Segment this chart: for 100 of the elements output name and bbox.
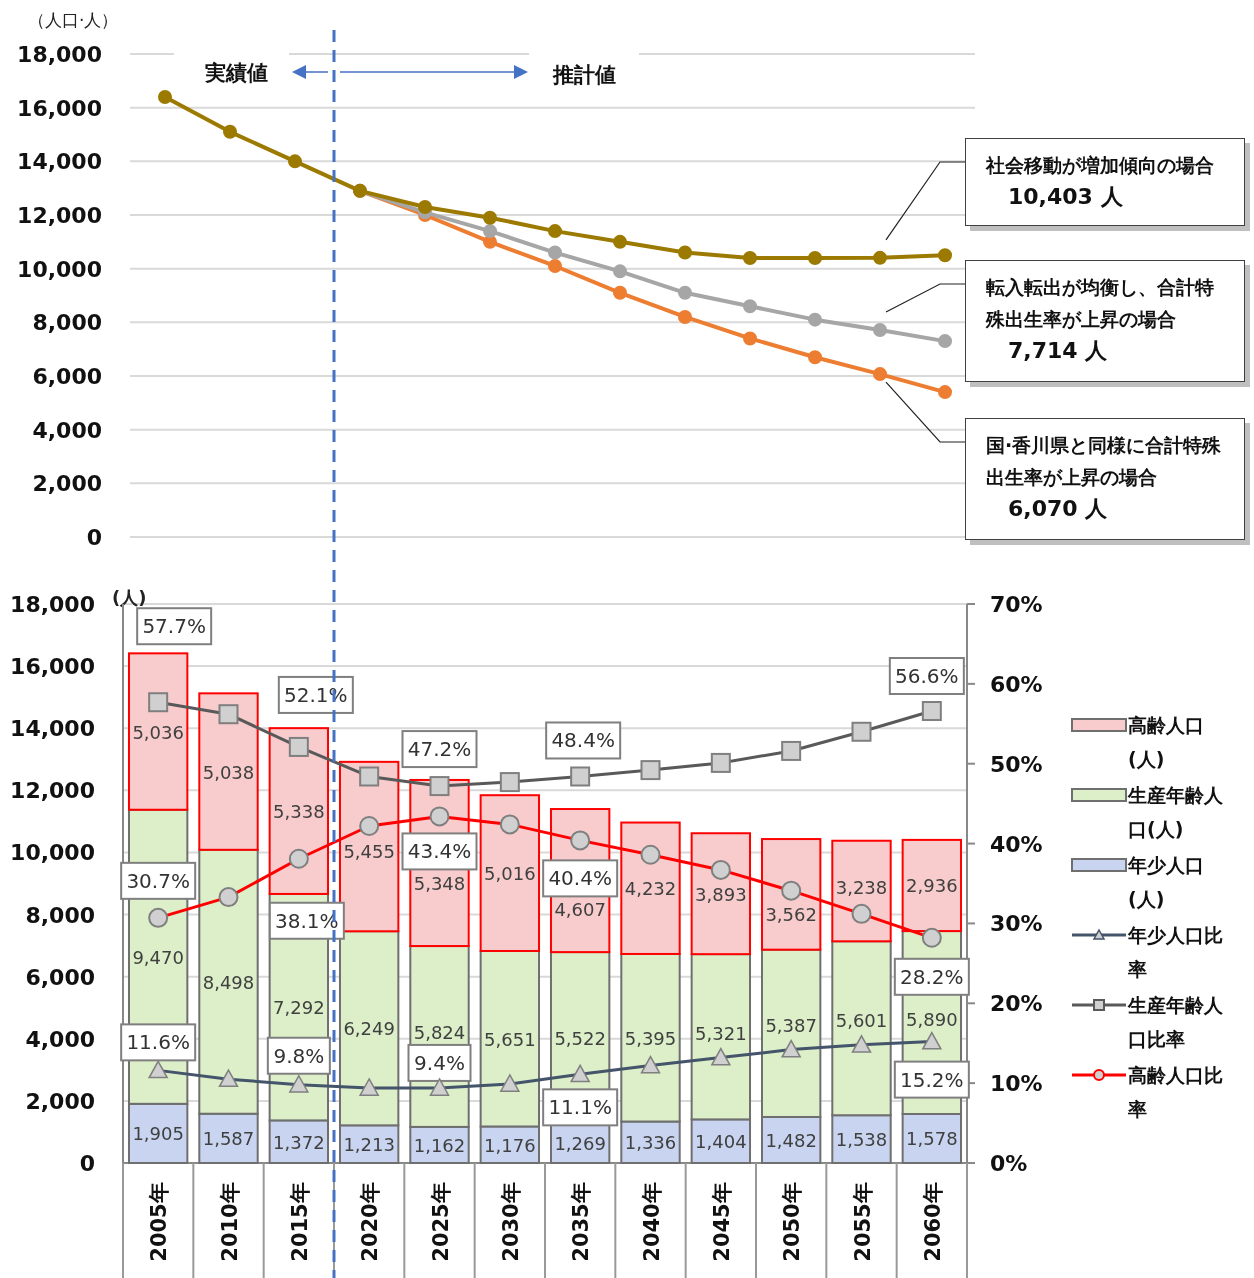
point — [288, 736, 309, 757]
data-label: 30.7% — [126, 868, 190, 893]
data-label: 1,482 — [765, 1129, 817, 1151]
text: 10,403 人 — [1007, 183, 1124, 211]
x-tick-label: 2040年 — [639, 1182, 664, 1262]
data-label: 15.2% — [900, 1067, 964, 1092]
data-label: 5,395 — [624, 1027, 677, 1049]
x-tick-label: 2015年 — [287, 1182, 312, 1262]
point — [483, 224, 497, 239]
x-tick-label: 2025年 — [428, 1182, 453, 1262]
point — [808, 312, 822, 327]
y2-tick-label: 20% — [990, 991, 1043, 1017]
data-label: 1,176 — [484, 1134, 536, 1156]
text: 社会移動が増加傾向の場合 — [986, 153, 1215, 178]
data-label: 48.4% — [551, 728, 615, 753]
data-label: 5,016 — [484, 863, 536, 885]
point — [873, 367, 887, 382]
point — [548, 224, 562, 239]
point — [873, 250, 887, 265]
legend-label: 高齢人口比率 — [1128, 1063, 1224, 1122]
y-tick-label: 12,000 — [10, 778, 95, 804]
point — [743, 250, 757, 265]
data-label: 4,607 — [554, 898, 606, 920]
point — [640, 760, 661, 781]
annotation: 実績値 — [203, 61, 268, 85]
legend-label: 生産年齢人口(人) — [1128, 783, 1224, 842]
x-tick-label: 2005年 — [147, 1182, 172, 1262]
bar — [198, 692, 259, 851]
y-tick-label: 6,000 — [32, 364, 102, 389]
y-tick-label: 2,000 — [25, 1088, 95, 1114]
point — [359, 766, 380, 787]
y2-tick-label: 60% — [990, 671, 1043, 697]
data-label: 7,292 — [273, 997, 325, 1019]
y-tick-label: 4,000 — [25, 1026, 95, 1052]
point — [499, 772, 520, 793]
data-label: 5,348 — [413, 873, 466, 894]
data-label: 3,238 — [835, 877, 888, 899]
data-label: 1,213 — [343, 1134, 395, 1156]
y-tick-label: 18,000 — [17, 42, 102, 67]
data-label: 1,905 — [132, 1123, 184, 1145]
data-label: 1,587 — [202, 1128, 255, 1150]
y-tick-label: 0 — [86, 525, 102, 550]
data-label: 6,249 — [343, 1018, 395, 1040]
point — [570, 766, 591, 787]
data-label: 5,824 — [413, 1022, 466, 1044]
point — [158, 89, 172, 104]
y-tick-label: 16,000 — [17, 95, 102, 121]
data-label: 38.1% — [275, 908, 339, 933]
y-tick-label: 10,000 — [17, 256, 102, 282]
data-label: 1,538 — [835, 1129, 888, 1151]
point — [938, 385, 952, 400]
point — [808, 350, 822, 365]
y2-tick-label: 70% — [990, 592, 1043, 617]
legend-label: 高齢人口(人) — [1128, 713, 1205, 772]
annotation: 推計値 — [551, 63, 616, 87]
x-tick-label: 2050年 — [780, 1182, 805, 1262]
point — [418, 199, 432, 214]
y2-tick-label: 50% — [990, 751, 1043, 777]
legend-label: 年少人口比率 — [1128, 923, 1224, 982]
data-label: 43.4% — [407, 839, 472, 864]
data-label: 5,038 — [202, 761, 255, 783]
data-label: 11.1% — [548, 1095, 612, 1120]
data-label: 56.6% — [895, 664, 959, 689]
data-label: 47.2% — [407, 737, 472, 762]
y-tick-label: 0 — [79, 1151, 95, 1176]
point — [223, 124, 237, 139]
point — [288, 154, 302, 169]
data-label: 9.4% — [414, 1050, 465, 1075]
point — [710, 752, 731, 773]
point — [678, 309, 692, 324]
data-label: 28.2% — [900, 964, 964, 989]
data-label: 3,562 — [765, 904, 817, 926]
legend-label: 生産年齢人口比率 — [1128, 993, 1224, 1052]
y-tick-label: 16,000 — [10, 654, 95, 680]
data-label: 2,936 — [906, 875, 958, 897]
y2-tick-label: 40% — [990, 831, 1043, 857]
data-label: 5,890 — [906, 1008, 958, 1030]
point — [483, 210, 497, 225]
data-label: 8,498 — [202, 971, 255, 993]
x-tick-label: 2020年 — [358, 1182, 383, 1262]
point — [938, 334, 952, 349]
point — [781, 740, 802, 761]
point — [613, 234, 627, 249]
legend-label: 年少人口(人) — [1128, 853, 1205, 912]
data-label: 3,893 — [695, 883, 747, 905]
data-label: 5,651 — [484, 1028, 536, 1050]
point — [613, 285, 627, 300]
data-label: 11.6% — [126, 1030, 190, 1055]
x-tick-label: 2035年 — [569, 1182, 594, 1262]
point — [808, 250, 822, 265]
data-label: 40.4% — [548, 866, 612, 891]
point — [548, 245, 562, 260]
point — [218, 704, 239, 725]
data-label: 5,522 — [554, 1027, 606, 1049]
point — [743, 331, 757, 346]
x-tick-label: 2045年 — [709, 1182, 734, 1262]
y-tick-label: 8,000 — [32, 310, 102, 336]
data-label: 5,455 — [343, 840, 395, 862]
data-label: 5,036 — [132, 721, 184, 743]
point — [148, 692, 169, 713]
